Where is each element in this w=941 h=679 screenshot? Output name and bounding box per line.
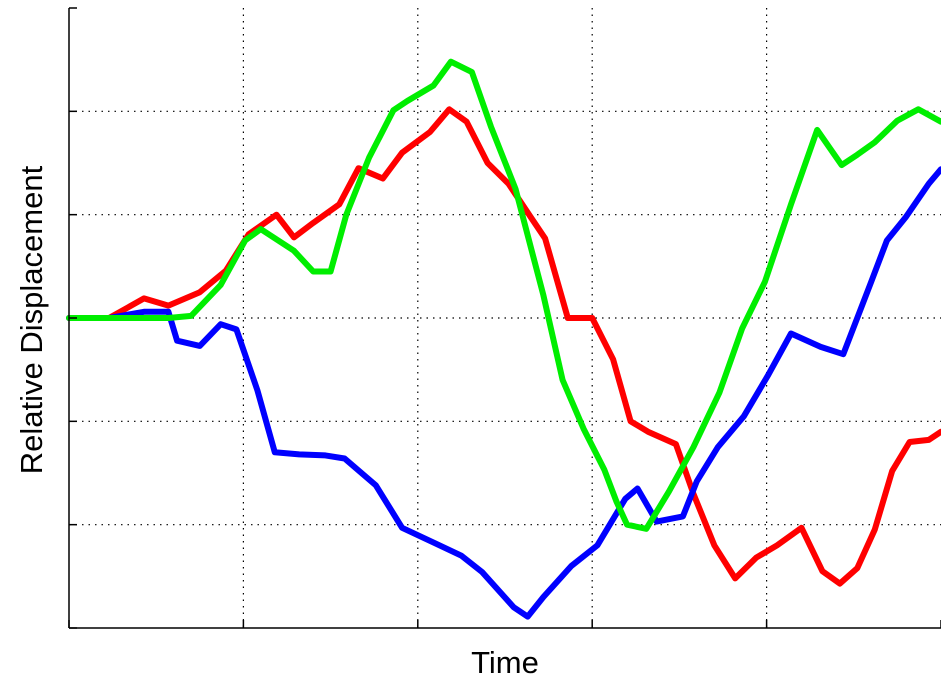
series-line-1 (66, 106, 941, 587)
y-axis-label: Relative Displacement (14, 165, 49, 474)
grid (69, 8, 941, 628)
x-axis-label: Time (471, 645, 539, 679)
axes (68, 7, 941, 629)
series-lines (66, 58, 941, 620)
series-line-2 (66, 166, 941, 620)
series-line-3 (66, 58, 941, 532)
